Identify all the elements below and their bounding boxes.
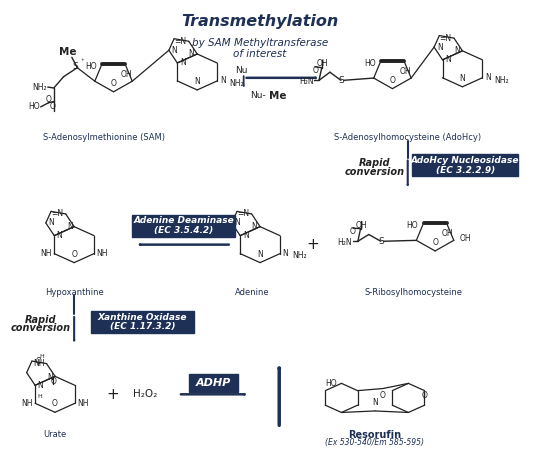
Text: N: N bbox=[220, 76, 226, 86]
Text: O: O bbox=[349, 228, 355, 236]
Text: O: O bbox=[45, 95, 51, 104]
Text: N: N bbox=[56, 231, 62, 240]
Text: OH: OH bbox=[459, 233, 471, 243]
Text: conversion: conversion bbox=[10, 324, 70, 334]
Text: N: N bbox=[283, 249, 289, 258]
Text: S-Ribosylhomocysteine: S-Ribosylhomocysteine bbox=[364, 288, 462, 298]
Text: Urate: Urate bbox=[44, 430, 67, 440]
Text: O: O bbox=[422, 391, 427, 399]
Text: NH: NH bbox=[22, 399, 33, 408]
Text: O: O bbox=[71, 249, 77, 258]
Text: (EC 1.17.3.2): (EC 1.17.3.2) bbox=[110, 323, 175, 331]
Text: Adenine: Adenine bbox=[235, 288, 269, 298]
Text: +: + bbox=[307, 237, 320, 252]
Text: OH: OH bbox=[442, 229, 454, 238]
Text: Xanthine Oxidase: Xanthine Oxidase bbox=[98, 313, 187, 322]
Text: N: N bbox=[38, 381, 43, 390]
Text: ADHP: ADHP bbox=[196, 378, 231, 388]
Text: Transmethylation: Transmethylation bbox=[182, 14, 339, 29]
Text: S: S bbox=[378, 237, 384, 246]
Text: Me: Me bbox=[269, 91, 287, 101]
Text: O: O bbox=[390, 76, 395, 85]
Text: S-Adenosylmethionine (SAM): S-Adenosylmethionine (SAM) bbox=[43, 133, 165, 142]
Text: OH: OH bbox=[356, 221, 368, 229]
Text: (Ex 530-540/Em 585-595): (Ex 530-540/Em 585-595) bbox=[326, 439, 424, 448]
Text: =N: =N bbox=[439, 34, 451, 43]
Text: H₂N: H₂N bbox=[338, 238, 352, 247]
Text: S-Adenosylhomocysteine (AdoHcy): S-Adenosylhomocysteine (AdoHcy) bbox=[334, 133, 481, 142]
Text: N: N bbox=[257, 250, 263, 259]
Text: N: N bbox=[372, 398, 378, 407]
Text: Nu: Nu bbox=[235, 66, 247, 75]
Text: N: N bbox=[172, 46, 177, 55]
Text: S: S bbox=[338, 76, 344, 85]
Text: AdoHcy Nucleosidase: AdoHcy Nucleosidase bbox=[411, 156, 519, 165]
Text: =N: =N bbox=[237, 209, 249, 218]
Text: O: O bbox=[52, 399, 58, 408]
Text: NH₂: NH₂ bbox=[229, 79, 244, 88]
Text: NH₂: NH₂ bbox=[292, 251, 306, 260]
FancyBboxPatch shape bbox=[132, 215, 235, 237]
Text: conversion: conversion bbox=[345, 167, 405, 177]
Text: H: H bbox=[40, 354, 45, 359]
Text: Adenine Deaminase: Adenine Deaminase bbox=[133, 217, 234, 225]
Text: O: O bbox=[312, 66, 318, 75]
Text: NH₂: NH₂ bbox=[33, 83, 47, 92]
Text: NH: NH bbox=[33, 359, 44, 368]
Text: O: O bbox=[50, 102, 56, 111]
Text: O: O bbox=[35, 357, 41, 365]
Text: S: S bbox=[72, 62, 78, 71]
FancyBboxPatch shape bbox=[91, 311, 194, 333]
Text: HO: HO bbox=[326, 379, 337, 388]
Text: H₂O₂: H₂O₂ bbox=[133, 389, 157, 399]
Text: N: N bbox=[194, 77, 200, 86]
Text: N: N bbox=[235, 218, 240, 228]
Text: HO: HO bbox=[364, 59, 375, 68]
Text: ⁺: ⁺ bbox=[81, 59, 84, 65]
Text: Hypoxanthine: Hypoxanthine bbox=[45, 288, 104, 298]
Text: O: O bbox=[380, 391, 386, 400]
Text: by SAM Methyltransferase: by SAM Methyltransferase bbox=[192, 38, 328, 48]
Text: N: N bbox=[243, 231, 248, 240]
Text: N: N bbox=[180, 59, 186, 67]
Text: N: N bbox=[189, 50, 194, 59]
Text: H₂N: H₂N bbox=[299, 77, 314, 86]
Text: N: N bbox=[460, 74, 465, 83]
Text: N: N bbox=[454, 46, 460, 56]
Text: N: N bbox=[49, 218, 54, 228]
Text: (EC 3.5.4.2): (EC 3.5.4.2) bbox=[154, 226, 213, 235]
Text: Rapid: Rapid bbox=[359, 158, 391, 168]
Text: NH₂: NH₂ bbox=[495, 76, 509, 85]
Text: H: H bbox=[37, 394, 42, 399]
Text: O: O bbox=[432, 238, 438, 248]
FancyBboxPatch shape bbox=[412, 154, 518, 176]
Text: Me: Me bbox=[59, 47, 76, 57]
Text: N: N bbox=[252, 222, 257, 231]
Text: O: O bbox=[110, 79, 116, 88]
Text: N: N bbox=[485, 73, 491, 82]
Text: =N: =N bbox=[51, 209, 63, 218]
Text: Rapid: Rapid bbox=[24, 315, 56, 325]
Text: OH: OH bbox=[317, 59, 328, 68]
Text: N: N bbox=[445, 56, 451, 64]
Text: =N: =N bbox=[174, 37, 186, 46]
Text: HO: HO bbox=[85, 62, 97, 71]
Text: OH: OH bbox=[399, 67, 411, 76]
Text: Nu-: Nu- bbox=[250, 91, 266, 101]
Text: NH: NH bbox=[77, 399, 88, 408]
Text: O: O bbox=[50, 377, 56, 386]
Text: +: + bbox=[106, 387, 119, 402]
Text: NH: NH bbox=[40, 249, 52, 258]
Text: HO: HO bbox=[29, 102, 40, 111]
Text: of interest: of interest bbox=[233, 50, 287, 60]
Text: HO: HO bbox=[406, 221, 418, 229]
Text: N: N bbox=[437, 43, 443, 51]
Text: (EC 3.2.2.9): (EC 3.2.2.9) bbox=[436, 166, 495, 175]
Text: N: N bbox=[67, 222, 72, 231]
Text: N: N bbox=[47, 373, 54, 382]
Text: Resorufin: Resorufin bbox=[348, 430, 401, 440]
Text: NH: NH bbox=[96, 249, 108, 258]
Text: OH: OH bbox=[120, 70, 132, 79]
FancyBboxPatch shape bbox=[189, 374, 238, 392]
